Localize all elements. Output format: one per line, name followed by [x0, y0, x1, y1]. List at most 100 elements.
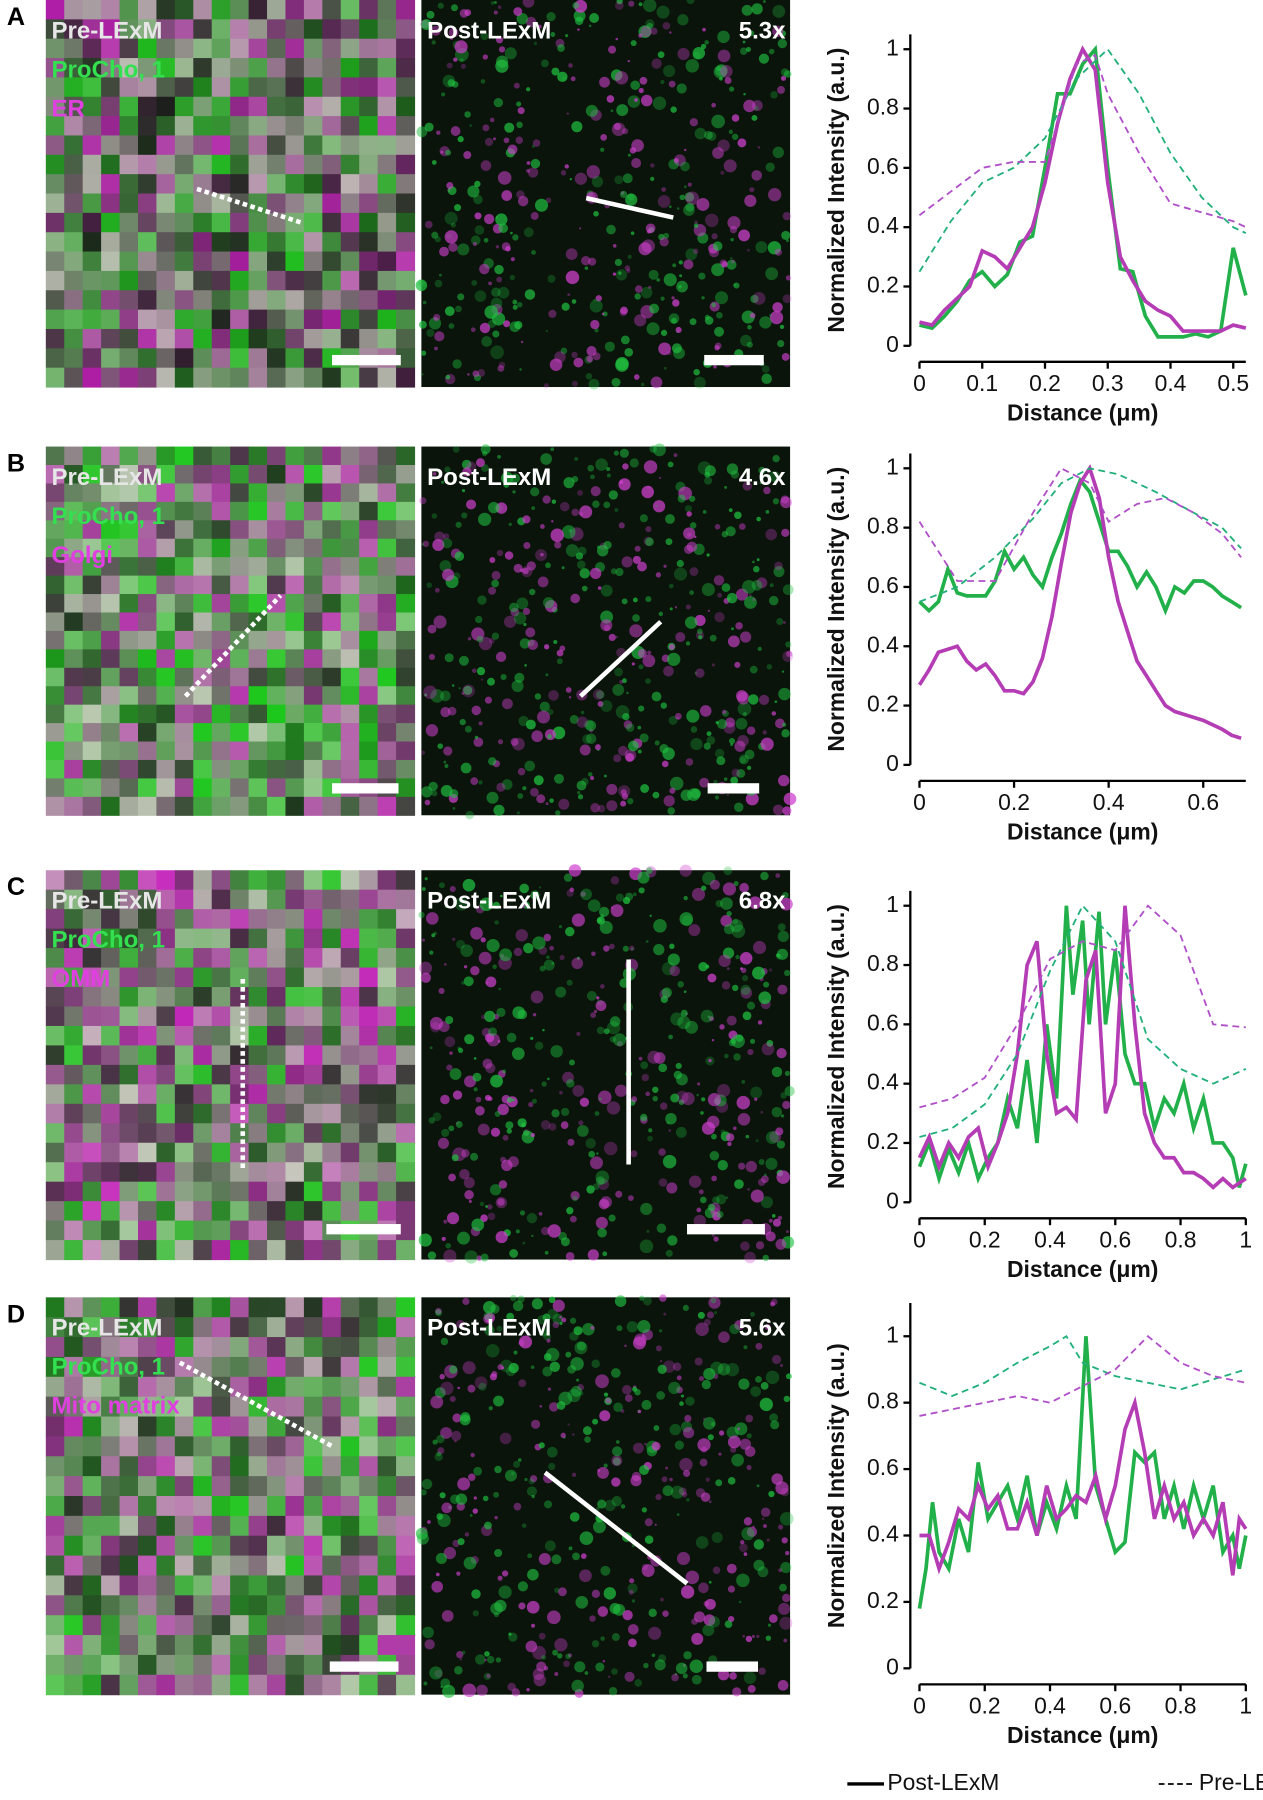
pixel — [267, 38, 287, 59]
speckle — [513, 612, 527, 625]
speckle — [657, 51, 665, 59]
speckle — [467, 1473, 476, 1482]
pixel — [248, 1356, 268, 1378]
speckle — [474, 225, 485, 235]
pixel — [193, 1595, 213, 1616]
speckle — [565, 687, 572, 693]
speckle — [653, 443, 666, 457]
speckle — [547, 1387, 552, 1391]
pixel — [267, 1635, 287, 1656]
speckle — [661, 760, 669, 768]
pixel — [396, 1064, 416, 1085]
speckle — [614, 175, 624, 185]
speckle — [761, 1175, 769, 1184]
pixel — [45, 290, 65, 311]
pixel — [211, 1635, 231, 1656]
pixel — [322, 1674, 342, 1696]
pixel — [64, 270, 84, 291]
speckle — [725, 717, 736, 728]
speckle — [485, 981, 489, 985]
speckle — [610, 109, 614, 113]
speckle — [472, 1072, 482, 1082]
speckle — [694, 127, 707, 140]
speckle — [484, 1658, 487, 1662]
speckle — [697, 1082, 701, 1086]
speckle — [622, 128, 629, 135]
speckle — [631, 662, 635, 666]
pixel — [396, 1416, 416, 1437]
speckle — [701, 885, 707, 891]
speckle — [549, 1361, 560, 1372]
speckle — [676, 207, 680, 210]
speckle — [660, 329, 668, 336]
speckle — [587, 1249, 599, 1261]
pixel — [303, 1356, 323, 1378]
speckle — [735, 717, 748, 730]
pixel — [193, 778, 213, 798]
speckle — [560, 1107, 570, 1117]
pixel — [82, 1337, 102, 1358]
pixel — [193, 1535, 213, 1557]
speckle — [608, 1214, 616, 1222]
speckle — [611, 1455, 623, 1467]
speckle — [739, 882, 749, 893]
pixel — [248, 667, 268, 687]
pixel — [285, 1123, 305, 1144]
pixel — [45, 796, 65, 816]
speckle — [768, 968, 773, 972]
speckle — [445, 149, 452, 156]
speckle — [604, 341, 615, 352]
pixel — [45, 1555, 65, 1577]
speckle — [523, 227, 534, 238]
line-profile — [543, 1470, 689, 1586]
pixel — [359, 1495, 379, 1517]
pixel — [230, 1396, 250, 1418]
pixel — [396, 870, 416, 891]
speckle — [699, 777, 710, 788]
speckle — [622, 1384, 632, 1395]
speckle — [432, 1112, 442, 1122]
pixel — [396, 290, 416, 311]
speckle — [767, 241, 782, 255]
speckle — [727, 1141, 732, 1147]
pixel — [193, 1006, 213, 1027]
speckle — [678, 1099, 685, 1106]
speckle — [595, 1176, 605, 1186]
speckle — [488, 1027, 498, 1037]
pixel — [396, 759, 416, 779]
pixel — [193, 649, 213, 669]
speckle — [642, 654, 656, 668]
speckle — [525, 16, 537, 28]
pixel — [193, 270, 213, 291]
pixel — [211, 630, 231, 650]
pixel — [193, 193, 213, 214]
pixel — [303, 58, 323, 78]
speckle — [453, 57, 458, 62]
speckle — [618, 522, 625, 529]
pixel — [82, 1456, 102, 1477]
speckle — [643, 460, 658, 474]
pixel — [285, 38, 305, 59]
pixel — [156, 630, 176, 650]
speckle — [620, 335, 630, 345]
pixel — [340, 1396, 360, 1418]
pixel — [340, 1162, 360, 1183]
pixel — [303, 77, 323, 98]
pixel — [285, 778, 305, 798]
speckle — [489, 637, 495, 644]
pixel — [211, 1064, 231, 1085]
speckle — [536, 794, 546, 804]
speckle — [677, 494, 686, 503]
speckle — [619, 306, 628, 315]
pixel — [137, 1317, 157, 1338]
speckle — [659, 1359, 663, 1363]
series-line — [919, 45, 1247, 333]
speckle — [777, 85, 785, 94]
pixel — [119, 987, 139, 1008]
pixel — [340, 212, 360, 233]
speckle — [452, 359, 462, 369]
pixel — [45, 193, 65, 214]
speckle — [487, 319, 497, 328]
speckle — [435, 1308, 442, 1316]
pixel — [119, 1006, 139, 1027]
